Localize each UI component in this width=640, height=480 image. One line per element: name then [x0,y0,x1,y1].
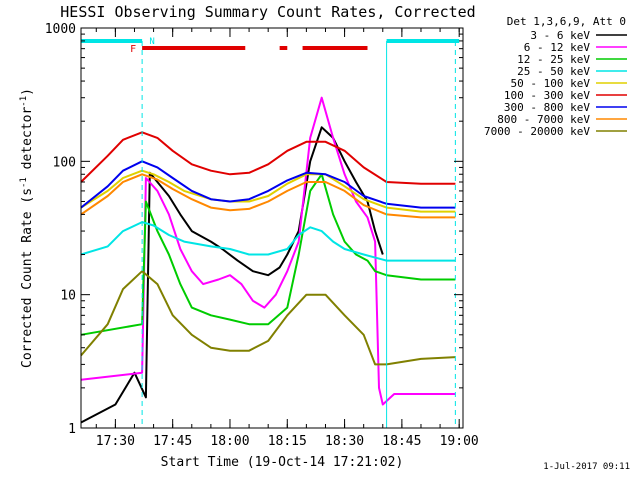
x-tick-label: 18:00 [210,434,249,449]
legend-item-label: 100 - 300 keV [504,89,590,102]
plot-frame [80,27,464,429]
vertical-markers [141,41,456,428]
legend-item-label: 50 - 100 keV [511,77,591,90]
y-axis-label: Corrected Count Rate (s-1 detector-1) [19,88,35,368]
legend-item-label: 6 - 12 keV [524,41,591,54]
x-axis: 17:30 17:45 18:00 18:15 18:30 18:45 19:00 [95,28,479,449]
series-line [80,173,456,219]
night-flag-label: N [149,37,154,47]
x-tick-label: 18:30 [325,434,364,449]
legend-item-label: 300 - 800 keV [504,101,590,114]
chart-title: HESSI Observing Summary Count Rates, Cor… [60,3,475,21]
y-axis: 1 10 100 1000 [45,22,463,437]
legend-item-label: 12 - 25 keV [517,53,590,66]
y-tick-label: 1 [68,422,76,437]
legend-item-label: 3 - 6 keV [530,29,590,42]
flare-flag-label: F [130,44,136,55]
series-line [80,126,384,424]
legend-item-label: 7000 - 20000 keV [484,125,590,138]
series-line [80,221,456,262]
x-axis-label: Start Time (19-Oct-14 17:21:02) [161,455,404,470]
series-line [80,96,456,406]
series-layer [80,96,456,424]
x-tick-label: 18:45 [382,434,421,449]
y-tick-label: 10 [60,289,76,304]
series-line [80,173,456,336]
footer-date: 1-Jul-2017 09:11 [543,462,630,472]
x-tick-label: 17:30 [96,434,135,449]
x-tick-label: 18:15 [268,434,307,449]
x-tick-label: 17:45 [153,434,192,449]
flag-bars: FN [81,37,460,55]
y-tick-label: 1000 [45,22,76,37]
legend-title: Det 1,3,6,9, Att 0 [507,15,626,28]
series-line [80,270,456,366]
legend-item-label: 800 - 7000 keV [497,113,590,126]
y-tick-label: 100 [53,155,76,170]
x-tick-label: 19:00 [440,434,479,449]
legend-item-label: 25 - 50 keV [517,65,590,78]
